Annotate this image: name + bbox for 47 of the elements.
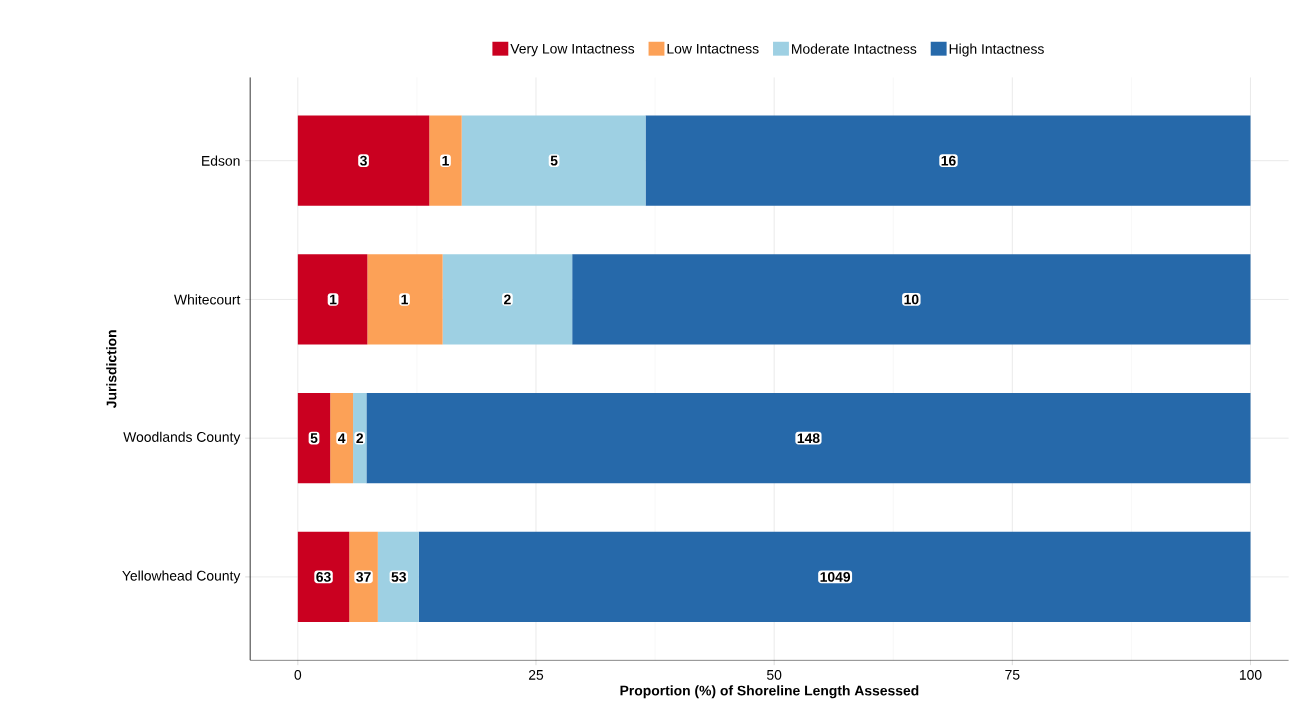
annotation: 53 (391, 572, 407, 582)
y-tick-label: Edson (202, 155, 240, 166)
bar (297, 115, 430, 206)
y-tick-label: Whitecourt (174, 294, 241, 305)
annotation: 2 (504, 294, 511, 305)
bar (429, 115, 462, 206)
bar (442, 254, 573, 345)
bar (297, 531, 350, 623)
annotation: 4 (337, 433, 346, 444)
x-tick-label: 75 (1005, 670, 1020, 680)
x-axis-title: Proportion (%) of Shoreline Length Assessed (620, 685, 919, 699)
x-tick-label: 25 (528, 670, 544, 680)
annotation: 5 (550, 155, 558, 166)
bar (330, 393, 354, 484)
bar (297, 254, 368, 345)
legend-label: Very Low Intactness (510, 44, 635, 57)
y-axis-title: Jurisdiction (106, 330, 117, 409)
bar (572, 254, 1251, 345)
bar (353, 393, 367, 484)
y-tick-label: Yellowhead County (122, 570, 241, 584)
legend-label: Moderate Intactness (792, 43, 917, 54)
bar (367, 254, 443, 345)
annotation: 63 (316, 572, 331, 582)
legend-label: High Intactness (949, 43, 1044, 57)
annotation: 148 (797, 433, 820, 444)
bar (418, 531, 1251, 623)
y-tick-label: Woodlands County (123, 431, 241, 445)
annotation: 10 (904, 294, 919, 305)
annotation: 37 (356, 572, 371, 582)
bar (461, 115, 646, 206)
annotation: 1049 (820, 572, 851, 582)
x-tick-label: 50 (766, 670, 782, 680)
bar (349, 531, 378, 623)
x-tick-label: 0 (294, 670, 302, 680)
annotation: 2 (356, 433, 364, 444)
annotation: 1 (442, 156, 449, 166)
bar (366, 393, 1251, 484)
bar (297, 393, 331, 484)
annotation: 1 (401, 294, 408, 305)
annotation: 5 (310, 433, 318, 444)
legend-label: Low Intactness (667, 44, 759, 54)
bar (377, 531, 419, 623)
bar (645, 115, 1251, 206)
annotation: 16 (941, 155, 956, 166)
x-tick-label: 100 (1239, 670, 1262, 680)
annotation: 1 (330, 294, 337, 305)
annotation: 3 (360, 155, 367, 166)
